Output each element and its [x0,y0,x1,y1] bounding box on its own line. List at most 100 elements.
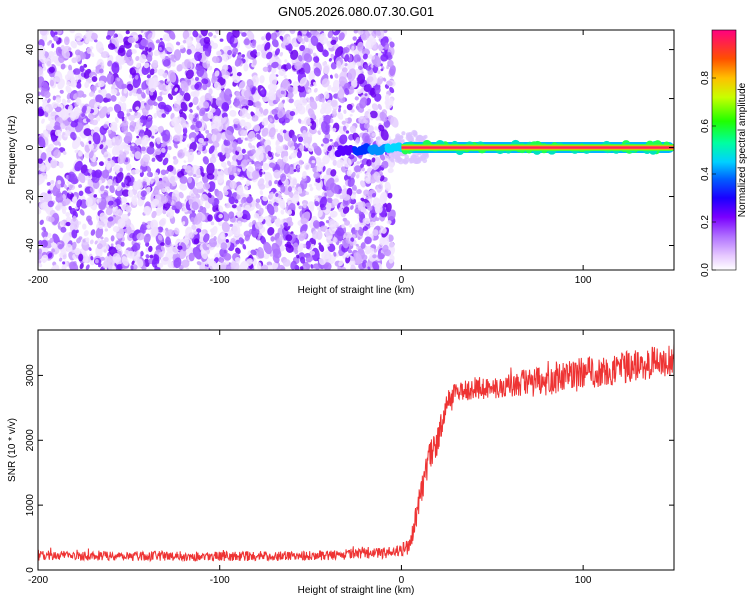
spectrogram-cell [96,243,103,250]
spectrogram-cell [146,146,155,155]
spectrogram-cell [42,81,49,92]
spectrogram-cell [132,75,142,89]
spectrogram-cell [182,147,187,153]
spectrogram-cell [205,129,210,134]
spectrogram-cell [201,145,206,152]
spectrogram-cell [99,212,109,223]
spectrogram-cell [359,97,368,109]
spectrogram-cell [382,193,388,201]
spectrogram-cell [361,167,366,172]
spectrogram-cell [210,226,218,236]
spectrogram-cell [136,135,140,139]
spectrogram-cell [348,154,355,160]
spectrogram-cell [191,201,199,211]
spectrogram-cell [300,120,305,125]
spectrogram-cell [142,181,148,189]
spectrogram-cell [132,250,141,260]
spectrogram-cell [293,169,297,173]
spectrogram-cell [51,246,60,255]
spectrogram-cell [226,160,232,167]
spectrogram-cell [333,141,339,148]
spectrogram-cell [374,203,383,214]
spectrogram-cell [291,185,295,189]
spectrogram-cell [357,30,364,35]
spectrogram-cell [217,152,223,157]
spectrogram-cell [303,116,311,126]
spectrogram-cell [177,245,183,251]
spectrogram-cell [117,151,127,165]
spectrogram-cell [194,114,199,119]
spectrogram-cell [58,55,65,64]
spectrogram-cell [90,160,98,167]
spectrogram-cell [296,150,302,159]
spectrogram-cell [173,49,182,61]
spectrogram-cell [288,98,294,104]
spectrogram-cell [245,180,251,187]
spectrogram-cell [135,138,143,145]
spectrogram-cell [298,54,303,62]
colorbar-gradient [712,30,736,270]
spectrogram-cell [244,204,251,211]
spectrogram-cell [351,79,358,88]
spectrogram-cell [110,88,118,95]
spectrogram-cell [210,107,216,113]
spectrogram-cell [118,44,125,54]
spectrogram-cell [110,235,115,242]
spectrogram-cell [332,127,337,133]
spectrogram-cell [229,180,237,190]
spectrogram-cell [144,46,149,52]
spectrogram-cell [325,220,330,224]
spectrogram-cell [61,98,67,106]
spectrogram-cell [62,261,66,265]
spectrogram-cell [95,227,104,239]
spectrogram-cell [61,48,71,59]
colorbar-ticks: 0.0 0.2 0.4 0.6 0.8 [700,71,716,277]
y-tick-label: 2000 [25,429,36,452]
spectrogram-cell [232,47,238,55]
spectrogram-cell [385,98,394,110]
spectrogram-cell [259,75,265,84]
spectrogram-cell [291,134,298,143]
spectrogram-cell [38,262,43,268]
spectrogram-cell [211,133,217,142]
spectrogram-cell [133,180,142,191]
spectrogram-cell [357,236,361,241]
spectrogram-cell [349,113,353,117]
spectrogram-cell [113,33,117,39]
spectrogram-cell [98,106,108,119]
spectrogram-cell [191,164,201,177]
spectrogram-cell [292,84,299,95]
spectrogram-cell [343,157,352,168]
spectrogram-cell [233,172,238,177]
spectrogram-cell [48,66,56,73]
spectrogram-cell [231,141,238,149]
spectrogram-cell [160,196,168,204]
spectrogram-cell [116,263,124,270]
spectrogram-cell [50,52,55,57]
spectrogram-cell [251,160,255,165]
spectrogram-cell [151,210,157,219]
spectrogram-cell [105,207,113,216]
spectrogram-cell [234,199,239,204]
spectrogram-cell [148,78,157,93]
spectrogram-cell [100,88,107,98]
spectrogram-cell [360,242,366,249]
spectrogram-cell [135,106,140,111]
spectrogram-cell [357,73,366,85]
spectrogram-cell [200,194,209,202]
spectrogram-cell [75,81,82,89]
spectrogram-cell [282,79,291,91]
spectrogram-cell [246,79,254,88]
spectrogram-cell [44,175,48,180]
spectrogram-cell [216,174,224,184]
spectrogram-cell [173,142,178,149]
spectrogram-cell [265,43,270,48]
spectrogram-cell [356,41,364,52]
spectrogram-cell [157,209,162,213]
spectrogram-cell [280,90,285,95]
spectrogram-cell [121,182,126,188]
spectrogram-cell [282,144,289,151]
spectrogram-cell [299,96,308,106]
spectrogram-cell [290,260,297,270]
